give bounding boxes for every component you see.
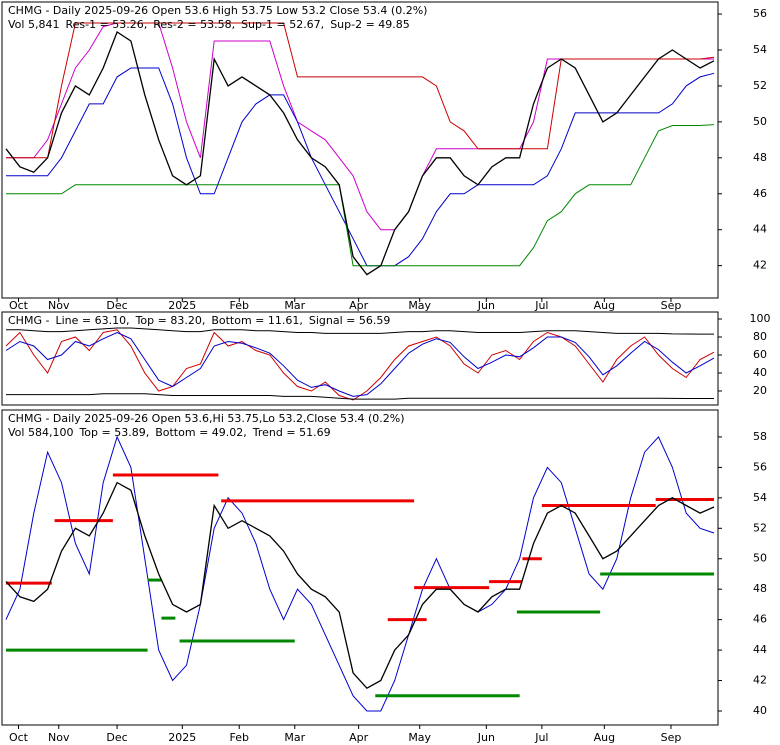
- y-tick-label: 54: [753, 491, 767, 504]
- y-tick-label: 40: [753, 366, 767, 379]
- price-line: [5, 481, 715, 690]
- x-tick-label: Mar: [284, 299, 305, 312]
- legend-entry: Res-2 = 53.58,: [153, 18, 235, 31]
- y-tick-label: 48: [753, 582, 767, 595]
- panel-title: CHMG - Daily 2025-09-26 Open 53.6,Hi 53.…: [8, 412, 405, 425]
- legend-entry: Sup-1 = 52.67,: [241, 18, 324, 31]
- x-tick-label: May: [408, 299, 431, 312]
- legend-entry: Vol 584,100: [8, 426, 73, 439]
- y-tick-label: 52: [753, 79, 767, 92]
- y-tick-label: 60: [753, 348, 767, 361]
- y-tick-label: 42: [753, 674, 767, 687]
- legend-entry: Vol 5,841: [8, 18, 59, 31]
- x-tick-label: Apr: [349, 299, 369, 312]
- x-tick-label: 2025: [168, 299, 196, 312]
- y-tick-label: 54: [753, 43, 767, 56]
- legend-entry: Bottom = 49.02,: [155, 426, 247, 439]
- x-tick-label: Jun: [477, 731, 495, 744]
- x-tick-label: Jul: [534, 299, 548, 312]
- panel-frame: [1, 311, 719, 406]
- y-tick-label: 46: [753, 187, 767, 200]
- indicator-line: [5, 329, 715, 401]
- x-tick-label: Jun: [477, 299, 495, 312]
- x-tick-label: Feb: [229, 731, 248, 744]
- x-tick-label: Apr: [349, 731, 369, 744]
- x-tick-label: May: [408, 731, 431, 744]
- y-tick-label: 48: [753, 151, 767, 164]
- x-tick-label: Dec: [106, 731, 127, 744]
- x-tick-label: Jul: [534, 731, 548, 744]
- x-tick-label: Oct: [9, 731, 29, 744]
- y-tick-label: 50: [753, 115, 767, 128]
- x-tick-label: Aug: [594, 731, 615, 744]
- y-tick-label: 44: [753, 643, 767, 656]
- x-tick-label: Sep: [661, 731, 682, 744]
- price-line: [5, 31, 715, 276]
- indicator-line: [6, 67, 715, 267]
- x-tick-label: Feb: [229, 299, 248, 312]
- legend-entry: Signal = 56.59: [309, 314, 391, 327]
- legend-entry: Bottom = 11.61,: [211, 314, 303, 327]
- indicator-line: [6, 22, 714, 231]
- y-tick-label: 100: [750, 312, 771, 325]
- panel-frame: [1, 1, 719, 299]
- legend-entry: Top = 53.89,: [78, 426, 149, 439]
- y-tick-label: 56: [753, 460, 767, 473]
- x-tick-label: Oct: [9, 299, 29, 312]
- x-tick-label: Dec: [106, 299, 127, 312]
- panel-title: CHMG - Daily 2025-09-26 Open 53.6 High 5…: [8, 4, 427, 17]
- x-tick-label: Sep: [661, 299, 682, 312]
- indicator-line: [5, 435, 715, 712]
- legend-entry: Trend = 51.69: [252, 426, 331, 439]
- x-tick-label: Nov: [48, 299, 70, 312]
- x-tick-label: 2025: [168, 731, 196, 744]
- y-tick-label: 50: [753, 552, 767, 565]
- y-tick-label: 20: [753, 384, 767, 397]
- indicator-line: [5, 331, 715, 397]
- indicator-line: [6, 393, 714, 400]
- y-tick-label: 56: [753, 7, 767, 20]
- y-tick-label: 52: [753, 521, 767, 534]
- indicator-line: [6, 327, 714, 335]
- y-tick-label: 42: [753, 259, 767, 272]
- y-tick-label: 40: [753, 704, 767, 717]
- panel-title: CHMG -: [8, 314, 49, 327]
- panel-frame: [1, 409, 719, 726]
- indicator-line: [6, 124, 715, 267]
- y-tick-label: 46: [753, 613, 767, 626]
- legend-entry: Line = 63.10,: [55, 314, 129, 327]
- indicator-line: [6, 22, 715, 159]
- x-tick-label: Aug: [594, 299, 615, 312]
- y-tick-label: 58: [753, 430, 767, 443]
- x-tick-label: Nov: [48, 731, 70, 744]
- x-tick-label: Mar: [284, 731, 305, 744]
- y-tick-label: 44: [753, 223, 767, 236]
- legend-entry: Res-1 = 53.26,: [65, 18, 147, 31]
- legend-entry: Top = 83.20,: [135, 314, 206, 327]
- y-tick-label: 80: [753, 330, 767, 343]
- legend-entry: Sup-2 = 49.85: [330, 18, 410, 31]
